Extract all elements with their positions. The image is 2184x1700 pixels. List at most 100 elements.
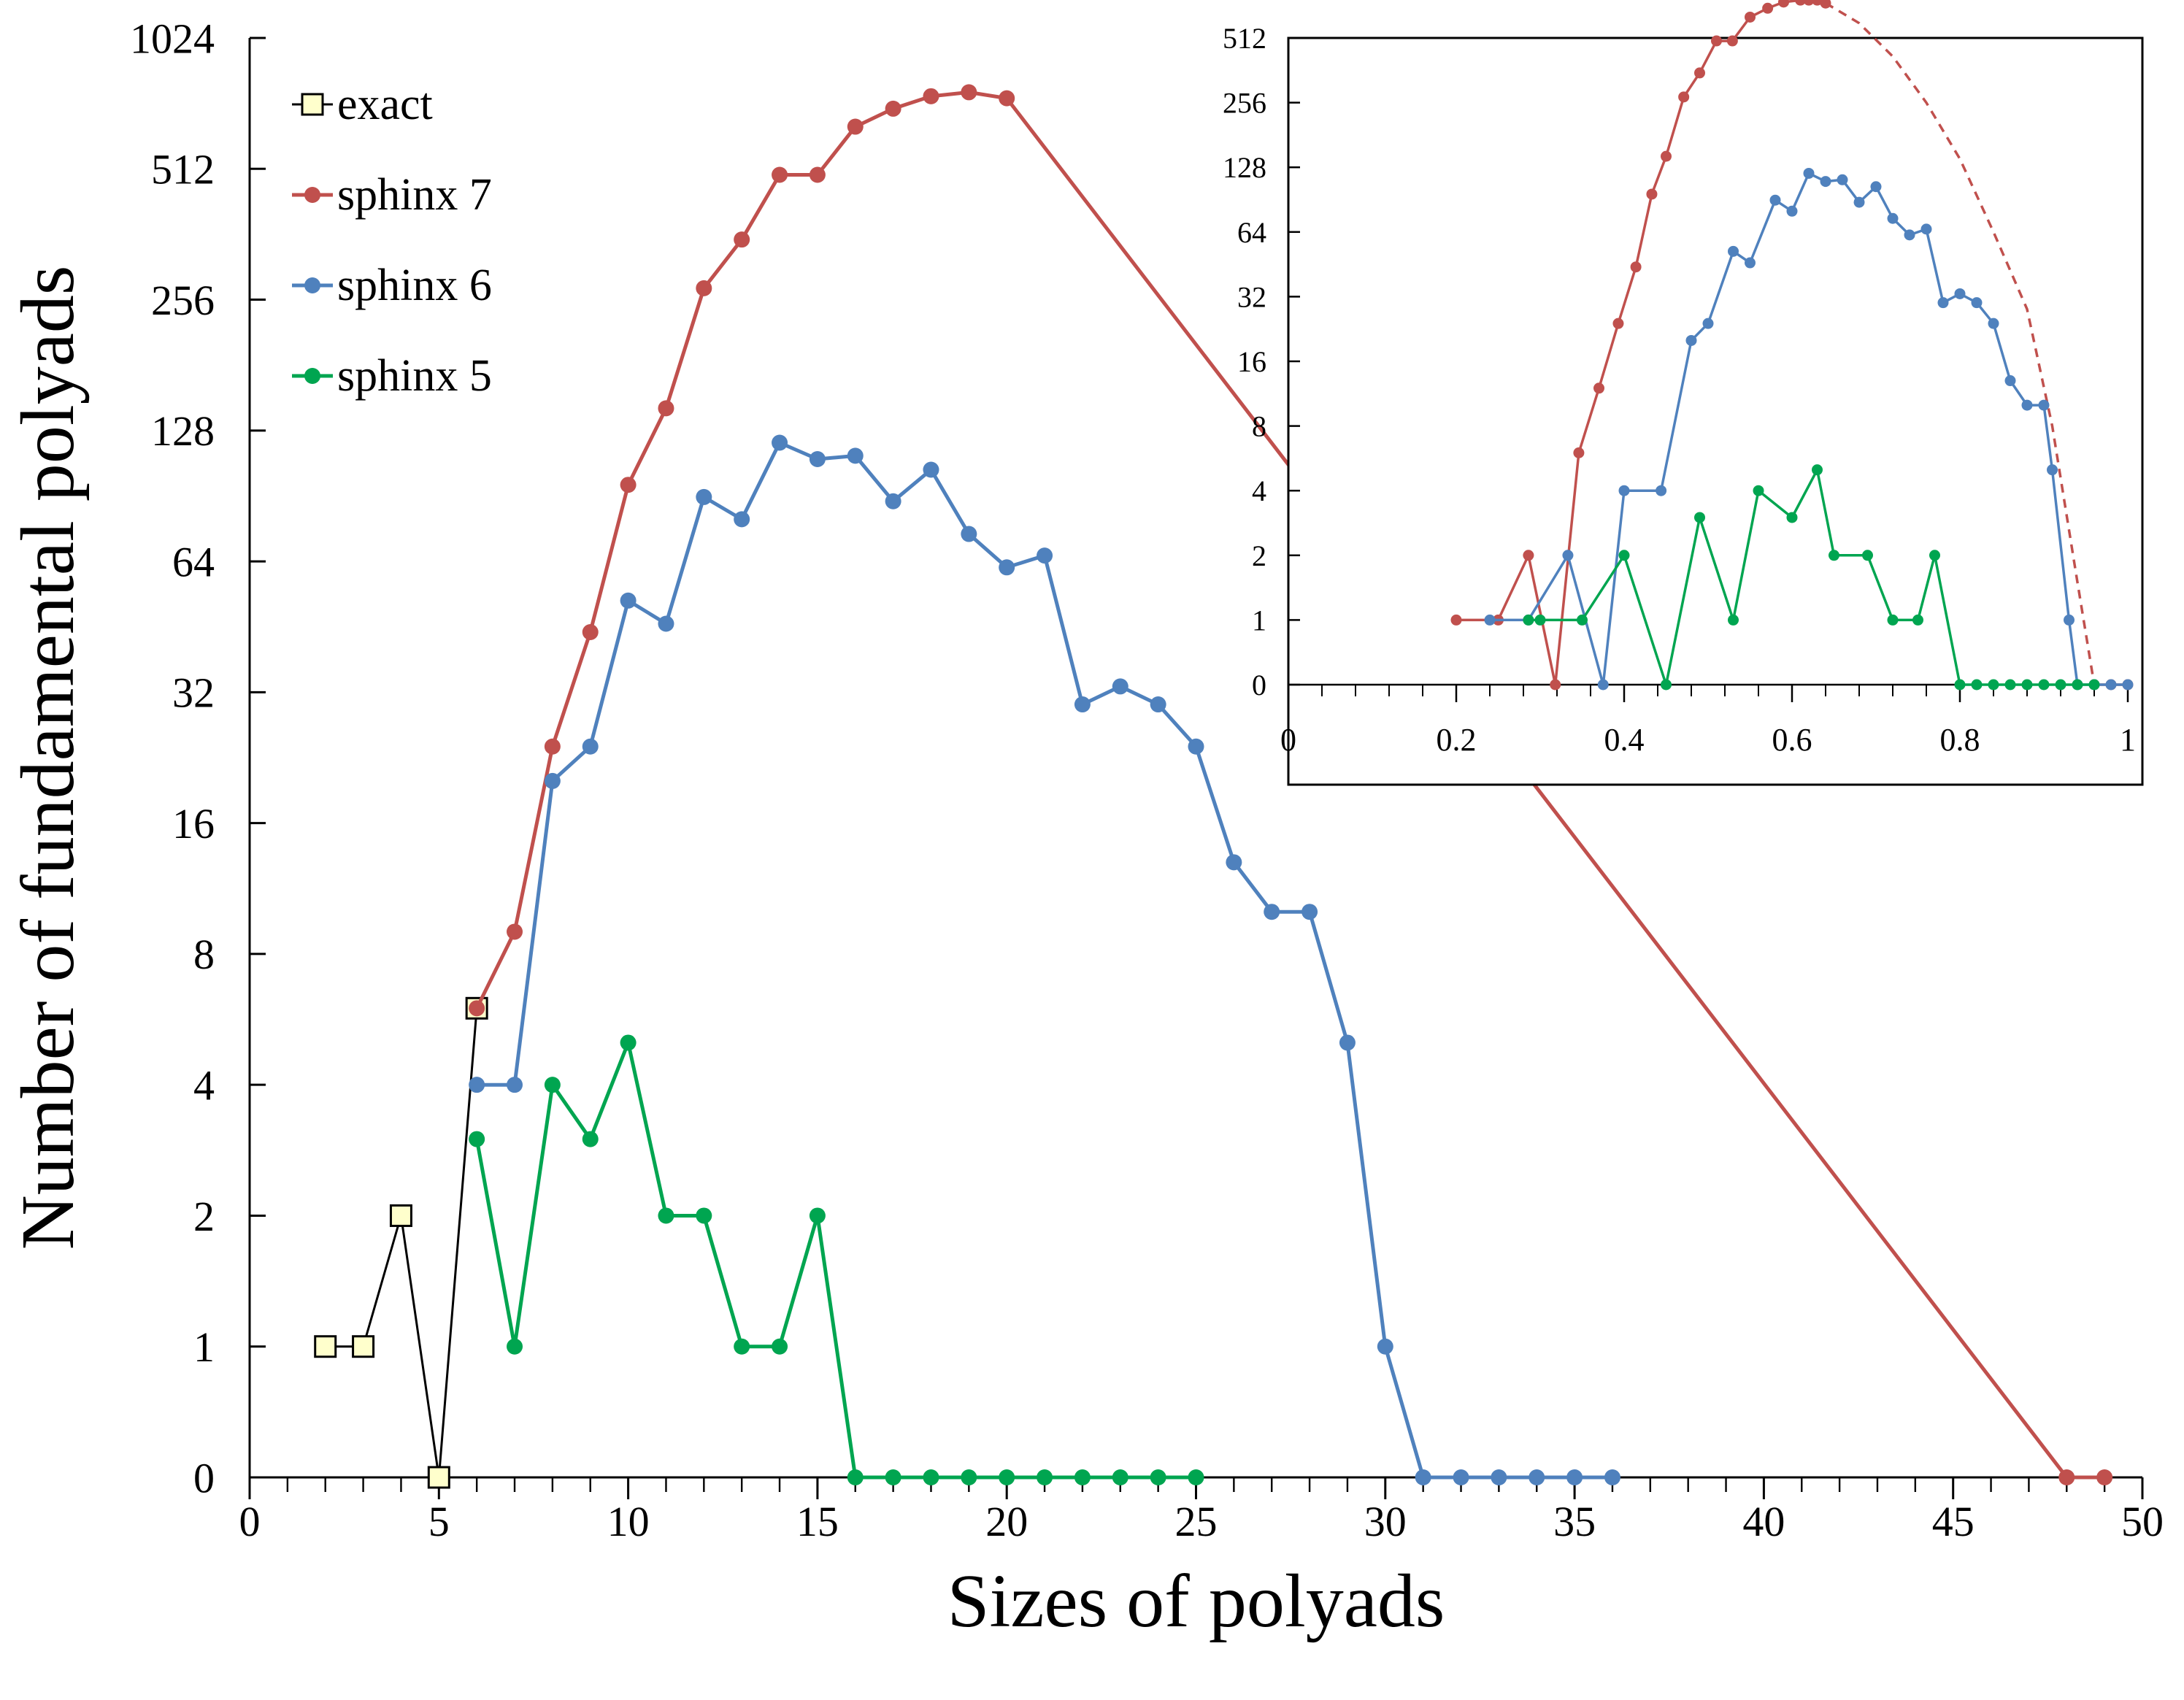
data-point (469, 1131, 485, 1147)
data-point (1618, 550, 1630, 561)
data-point (1550, 679, 1561, 691)
data-point (582, 624, 599, 641)
series-sphinx-7 (469, 84, 2113, 1485)
data-point (2088, 679, 2100, 691)
data-point (1562, 550, 1574, 561)
data-point (885, 493, 901, 509)
data-point (1577, 614, 1588, 626)
x-tick-label: 30 (1364, 1498, 1407, 1545)
data-point (314, 1335, 337, 1358)
series-line-sphinx-7-extrapolated (1825, 1, 2096, 685)
y-tick-label: 16 (172, 800, 215, 847)
data-point (1778, 0, 1789, 8)
y-tick-label: 16 (1237, 345, 1266, 378)
data-point (544, 738, 561, 755)
data-point (696, 1207, 712, 1224)
y-tick-label: 128 (151, 407, 215, 455)
y-tick-label: 32 (172, 669, 215, 717)
legend-swatch-marker (304, 277, 320, 293)
data-point (809, 451, 826, 468)
data-point (1971, 297, 1983, 309)
data-point (923, 88, 939, 104)
data-point (620, 1034, 637, 1051)
y-tick-label: 128 (1223, 151, 1266, 184)
data-point (1870, 181, 1882, 193)
data-point (999, 1469, 1015, 1485)
data-point (1769, 194, 1781, 206)
data-point (1661, 150, 1672, 162)
data-point (352, 1335, 375, 1358)
data-point (2004, 375, 2016, 387)
data-point (1753, 485, 1764, 496)
data-point (2105, 679, 2117, 691)
x-tick-label: 0.8 (1940, 722, 1980, 758)
data-point (1188, 738, 1204, 755)
data-point (1829, 550, 1839, 561)
data-point (1453, 1469, 1469, 1485)
y-tick-label: 8 (1252, 410, 1266, 443)
data-point (1971, 679, 1983, 691)
data-point (658, 1207, 674, 1224)
y-tick-label: 512 (1223, 22, 1266, 55)
y-tick-label: 4 (193, 1061, 215, 1109)
y-tick-label: 32 (1237, 280, 1266, 313)
data-point (1820, 176, 1831, 188)
y-tick-label: 4 (1252, 474, 1266, 507)
data-point (2064, 614, 2075, 626)
y-tick-label: 512 (151, 146, 215, 193)
data-point (1685, 334, 1697, 346)
data-point (1523, 550, 1534, 561)
data-point (582, 1131, 599, 1147)
data-point (389, 1204, 412, 1227)
series-sphinx-6 (469, 434, 1620, 1485)
data-point (734, 511, 750, 528)
x-tick-label: 0 (1280, 722, 1296, 758)
data-point (772, 1338, 788, 1355)
data-point (1937, 297, 1949, 309)
data-point (1988, 679, 1999, 691)
data-point (1988, 318, 1999, 329)
legend-swatch-marker (304, 368, 320, 384)
data-point (658, 400, 674, 417)
data-point (2004, 679, 2016, 691)
data-point (1954, 288, 1966, 299)
y-tick-label: 1 (1252, 604, 1266, 636)
data-point (809, 1207, 826, 1224)
data-point (1853, 196, 1865, 208)
data-point (809, 166, 826, 183)
data-point (1529, 1469, 1545, 1485)
data-point (620, 477, 637, 493)
y-tick-label: 256 (151, 277, 215, 324)
x-tick-label: 45 (1932, 1498, 1975, 1545)
y-tick-label: 2 (1252, 539, 1266, 572)
y-tick-label: 1 (193, 1323, 215, 1371)
data-point (1887, 212, 1899, 224)
x-tick-label: 5 (428, 1498, 450, 1545)
y-tick-label: 64 (172, 538, 215, 585)
legend-label: exact (337, 80, 433, 129)
legend: exact sphinx 7 sphinx 6 sphinx 5 (292, 80, 492, 401)
data-point (961, 1469, 977, 1485)
y-tick-label: 0 (193, 1454, 215, 1501)
data-point (2021, 399, 2033, 411)
data-point (1226, 854, 1242, 871)
legend-label: sphinx 5 (337, 351, 492, 401)
data-point (961, 526, 977, 542)
x-tick-label: 0 (239, 1498, 261, 1545)
data-point (1074, 696, 1091, 713)
y-tick-label: 0 (1252, 669, 1266, 701)
data-point (1786, 205, 1798, 217)
data-point (2047, 464, 2058, 476)
data-point (2055, 679, 2066, 691)
data-point (847, 447, 864, 464)
data-point (1484, 614, 1496, 626)
data-point (961, 84, 977, 101)
data-point (1694, 67, 1705, 79)
data-point (1812, 0, 1823, 6)
data-point (507, 923, 523, 940)
data-point (1150, 696, 1166, 713)
data-point (2021, 679, 2033, 691)
data-point (1618, 485, 1630, 496)
data-point (923, 1469, 939, 1485)
